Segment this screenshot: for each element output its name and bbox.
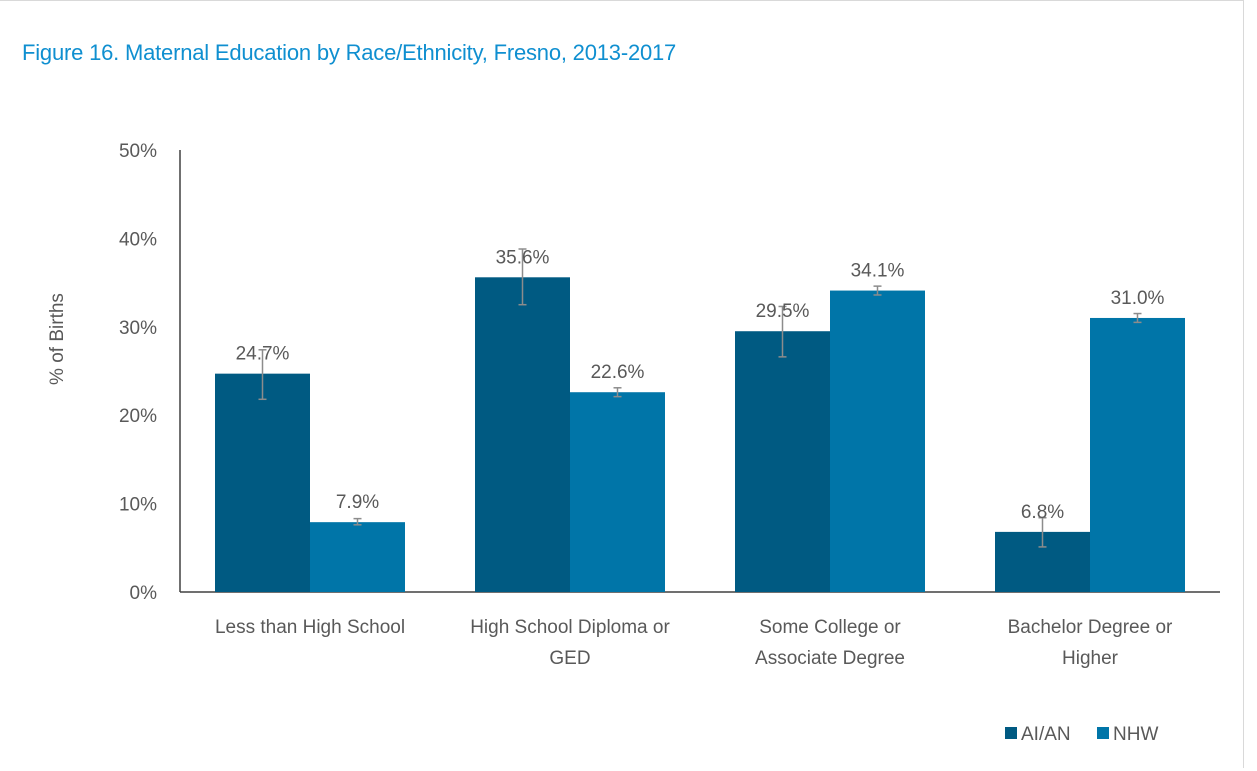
y-tick-label: 50%	[119, 141, 157, 162]
data-label: 6.8%	[1021, 502, 1064, 523]
bar-ai-an	[475, 277, 570, 592]
category-label: GED	[549, 648, 590, 669]
bar-nhw	[310, 522, 405, 592]
category-label: Associate Degree	[755, 648, 905, 669]
legend-label: NHW	[1113, 724, 1158, 745]
bar-nhw	[570, 392, 665, 592]
y-axis-title: % of Births	[47, 293, 68, 385]
y-axis-ticks: 0% 10% 20% 30% 40% 50%	[119, 141, 157, 604]
bar-ai-an	[215, 373, 310, 592]
y-tick-label: 30%	[119, 318, 157, 339]
category-label: Higher	[1062, 648, 1119, 669]
bars-group	[215, 277, 1185, 592]
legend-label: AI/AN	[1021, 724, 1071, 745]
legend-swatch	[1097, 727, 1109, 739]
data-label: 34.1%	[851, 261, 905, 282]
category-labels-group: Less than High School High School Diploma…	[215, 617, 1173, 669]
data-labels-group: 24.7% 7.9% 35.6% 22.6% 29.5% 34.1% 6.8% 31.0%	[236, 247, 1165, 523]
category-label: High School Diploma or	[470, 617, 670, 638]
bar-nhw	[830, 290, 925, 592]
y-tick-label: 0%	[130, 583, 158, 604]
data-label: 22.6%	[591, 362, 645, 383]
y-tick-label: 20%	[119, 406, 157, 427]
error-bars-group	[258, 248, 1142, 548]
legend: AI/AN NHW	[1005, 724, 1158, 745]
category-label: Bachelor Degree or	[1008, 617, 1173, 638]
data-label: 31.0%	[1111, 288, 1165, 309]
data-label: 7.9%	[336, 492, 379, 513]
y-tick-label: 10%	[119, 495, 157, 516]
bar-nhw	[1090, 317, 1185, 592]
category-label: Less than High School	[215, 617, 405, 638]
data-label: 24.7%	[236, 344, 290, 365]
y-tick-label: 40%	[119, 229, 157, 250]
legend-swatch	[1005, 727, 1017, 739]
data-label: 29.5%	[756, 301, 810, 322]
category-label: Some College or	[759, 617, 901, 638]
chart-title: Figure 16. Maternal Education by Race/Et…	[22, 40, 677, 65]
bar-ai-an	[735, 331, 830, 592]
data-label: 35.6%	[496, 247, 550, 268]
